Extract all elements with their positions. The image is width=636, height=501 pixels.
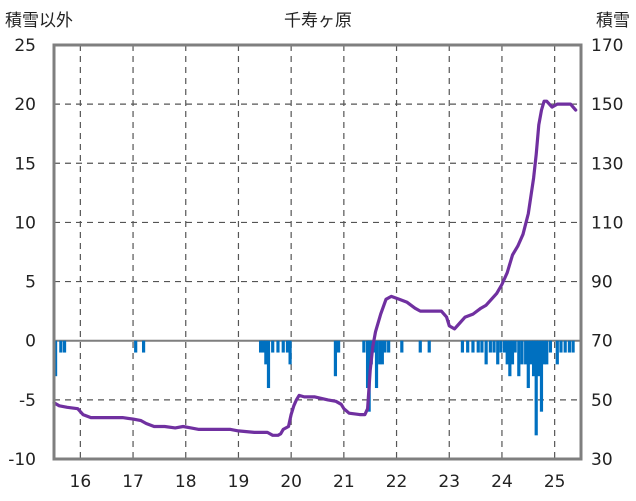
bar — [380, 340, 384, 365]
bar — [534, 340, 538, 436]
bar — [53, 340, 58, 377]
bar — [400, 340, 404, 353]
bar — [508, 340, 512, 377]
x-tick-label: 17 — [122, 472, 144, 492]
bar — [378, 340, 382, 365]
bar — [387, 340, 391, 353]
bar — [333, 340, 338, 377]
bar — [526, 340, 530, 389]
bar — [383, 340, 387, 353]
bar — [285, 340, 290, 353]
bar — [563, 340, 567, 353]
x-tick-label: 16 — [70, 472, 92, 492]
right-tick-label: 110 — [591, 213, 623, 233]
bar — [476, 340, 480, 353]
bar — [59, 340, 63, 353]
left-tick-label: 5 — [25, 273, 36, 293]
bar — [499, 340, 503, 353]
bar — [288, 340, 292, 365]
right-tick-label: 70 — [591, 332, 613, 352]
bar — [502, 340, 507, 353]
bar — [529, 340, 533, 365]
x-tick-label: 18 — [175, 472, 197, 492]
left-tick-label: 0 — [25, 332, 36, 352]
bar — [513, 340, 517, 353]
right-axis-label: 積雪 — [596, 11, 630, 31]
bar — [488, 340, 492, 353]
bar — [374, 340, 379, 389]
bar — [548, 340, 553, 353]
bar — [271, 340, 275, 353]
bar — [141, 340, 146, 353]
bar — [510, 340, 515, 365]
right-tick-label: 50 — [591, 391, 613, 411]
bar — [559, 340, 563, 353]
left-axis-label: 積雪以外 — [5, 11, 73, 31]
snow-depth-line — [52, 99, 578, 437]
line-series — [52, 99, 578, 437]
right-tick-label: 170 — [591, 36, 623, 56]
bar — [567, 340, 572, 353]
bar — [531, 340, 536, 377]
bar — [537, 340, 541, 377]
bar — [466, 340, 470, 353]
bar — [480, 340, 484, 353]
plot-frame — [52, 43, 583, 461]
left-tick-label: 15 — [14, 154, 36, 174]
left-tick-label: -10 — [8, 450, 36, 470]
chart-title: 千寿ヶ原 — [284, 11, 352, 31]
left-tick-label: 20 — [14, 95, 36, 115]
bar — [264, 340, 268, 365]
bar — [276, 340, 280, 353]
bar — [418, 340, 422, 353]
bar — [555, 340, 559, 365]
bar — [524, 340, 528, 365]
x-tick-label: 20 — [280, 472, 302, 492]
left-tick-label: -5 — [19, 391, 36, 411]
bar — [336, 340, 341, 353]
bar — [492, 340, 496, 353]
x-tick-label: 21 — [333, 472, 355, 492]
bar — [258, 340, 263, 353]
bar — [496, 340, 500, 365]
bar — [261, 340, 265, 353]
left-tick-label: 10 — [14, 213, 36, 233]
right-tick-label: 130 — [591, 154, 623, 174]
bar — [427, 340, 431, 353]
bar — [484, 340, 488, 365]
bar — [505, 340, 509, 365]
right-tick-label: 150 — [591, 95, 623, 115]
bar — [545, 340, 549, 365]
bar — [542, 340, 546, 365]
bar — [134, 340, 138, 353]
bar — [266, 340, 271, 389]
left-tick-label: 25 — [14, 36, 36, 56]
bar — [517, 340, 521, 377]
bar — [281, 340, 285, 353]
x-tick-label: 23 — [438, 472, 460, 492]
bar-series — [53, 340, 575, 436]
x-tick-label: 24 — [491, 472, 513, 492]
plot-border — [52, 43, 583, 461]
x-tick-label: 25 — [544, 472, 566, 492]
bar — [520, 340, 524, 365]
grid — [54, 45, 581, 459]
bar — [571, 340, 575, 353]
right-tick-label: 90 — [591, 273, 613, 293]
bar — [62, 340, 67, 353]
x-tick-label: 19 — [228, 472, 250, 492]
bar — [460, 340, 465, 353]
bar — [362, 340, 366, 353]
bar — [471, 340, 475, 353]
x-tick-label: 22 — [386, 472, 408, 492]
bar — [539, 340, 544, 412]
right-tick-label: 30 — [591, 450, 613, 470]
